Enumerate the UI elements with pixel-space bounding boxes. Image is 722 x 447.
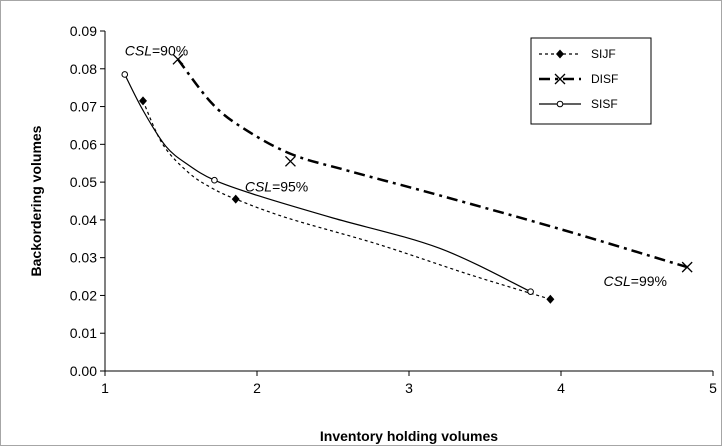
x-tick-label: 4 xyxy=(557,380,565,396)
y-tick-label: 0.03 xyxy=(70,250,97,266)
x-tick-label: 3 xyxy=(405,380,413,396)
csl-annotation-label: CSL xyxy=(125,43,152,59)
x-axis-title: Inventory holding volumes xyxy=(320,428,498,444)
legend-label-sijf: SIJF xyxy=(591,47,616,61)
y-tick-label: 0.08 xyxy=(70,61,97,77)
data-point-sijf xyxy=(231,194,240,204)
axes-group: 0.00 0.01 0.02 0.03 0.04 0.05 0.06 0.07 0.08 0.09… xyxy=(70,23,717,396)
csl-annotation: CSL=90% xyxy=(125,43,188,59)
data-point-disf xyxy=(172,53,184,65)
y-tick-label: 0.04 xyxy=(70,212,97,228)
csl-annotation-value: =90% xyxy=(152,43,188,59)
legend-label-sisf: SISF xyxy=(591,97,618,111)
csl-annotation-label: CSL xyxy=(604,273,631,289)
data-point-sisf xyxy=(121,71,129,78)
legend-marker-sijf xyxy=(556,49,564,59)
series-line-disf xyxy=(176,58,688,269)
y-tick-label: 0.00 xyxy=(70,363,97,379)
data-point-sijf xyxy=(139,96,147,106)
y-tick-label: 0.05 xyxy=(70,174,97,190)
legend-box xyxy=(530,37,652,125)
y-tick-label: 0.07 xyxy=(70,99,97,115)
y-tick-label: 0.06 xyxy=(70,136,97,152)
csl-annotation: CSL=99% xyxy=(604,273,667,289)
legend-marker-sisf xyxy=(556,100,564,108)
csl-annotation: CSL=95% xyxy=(245,179,308,195)
legend: SIJF DISF SISF xyxy=(530,37,652,125)
y-tick-label: 0.02 xyxy=(70,287,97,303)
annotations-group: CSL=90%CSL=95%CSL=99% xyxy=(125,43,667,289)
data-point-disf xyxy=(284,155,296,167)
csl-annotation-value: =95% xyxy=(272,179,308,195)
series-line-sijf xyxy=(142,100,551,300)
x-tick-label: 1 xyxy=(101,380,109,396)
y-tick-label: 0.01 xyxy=(70,325,97,341)
data-point-sijf xyxy=(546,294,555,304)
y-axis-title: Backordering volumes xyxy=(28,125,44,276)
x-tick-label: 2 xyxy=(253,380,261,396)
data-point-disf xyxy=(681,261,693,273)
legend-marker-disf xyxy=(554,73,566,85)
y-tick-label: 0.09 xyxy=(70,23,97,39)
csl-annotation-value: =99% xyxy=(631,273,667,289)
x-tick-label: 5 xyxy=(709,380,717,396)
data-point-sisf xyxy=(527,288,534,295)
data-point-sisf xyxy=(211,176,218,184)
series-line-sisf xyxy=(124,74,531,293)
csl-annotation-label: CSL xyxy=(245,179,272,195)
legend-label-disf: DISF xyxy=(591,72,618,86)
series-group xyxy=(121,53,693,304)
